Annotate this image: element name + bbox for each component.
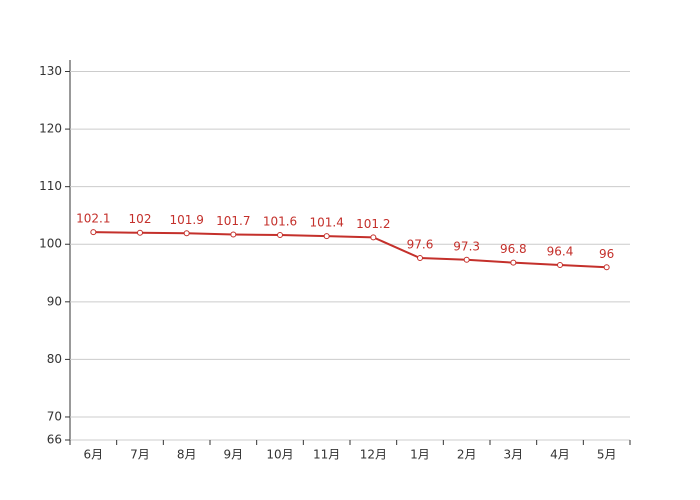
point xyxy=(603,264,610,271)
point xyxy=(370,234,377,241)
point xyxy=(277,232,283,239)
x-tick-label: 3月 xyxy=(504,448,524,462)
x-tick-label: 11月 xyxy=(313,448,340,462)
point xyxy=(417,255,423,262)
line xyxy=(93,231,607,269)
y-tick-label: 70 xyxy=(47,409,62,423)
y-tick-label: 110 xyxy=(39,179,62,193)
point xyxy=(137,229,143,236)
x-tick-label: 2月 xyxy=(457,448,477,462)
data-label: 97.6 xyxy=(407,238,434,252)
point xyxy=(557,261,563,268)
data-label: 101.4 xyxy=(309,216,343,230)
data-label: 101.7 xyxy=(216,214,250,228)
y-tick-label: 100 xyxy=(39,237,62,251)
point xyxy=(323,233,330,240)
point xyxy=(183,230,190,237)
x-tick-label: 5月 xyxy=(597,448,617,462)
y-tick-label: 66 xyxy=(47,433,62,447)
x-tick-label: 6月 xyxy=(84,448,104,462)
y-tick-label: 130 xyxy=(39,64,62,78)
data-label: 101.6 xyxy=(263,215,297,229)
data-label: 101.9 xyxy=(169,213,203,227)
data-label: 96.4 xyxy=(547,244,574,258)
data-label: 96.8 xyxy=(500,242,527,256)
point xyxy=(463,256,470,263)
data-label: 97.3 xyxy=(453,239,480,253)
x-tick-label: 12月 xyxy=(360,448,387,462)
x-tick-label: 8月 xyxy=(177,448,197,462)
point xyxy=(510,259,517,266)
data-label: 101.2 xyxy=(356,217,390,231)
y-tick-label: 80 xyxy=(47,352,62,366)
x-tick-label: 1月 xyxy=(410,448,430,462)
data-label: 102.1 xyxy=(76,212,110,226)
y-tick-label: 90 xyxy=(47,294,62,308)
x-tick-label: 9月 xyxy=(224,448,244,462)
point xyxy=(90,229,97,236)
y-tick-label: 120 xyxy=(39,122,62,136)
data-label: 102 xyxy=(129,212,152,226)
data-label: 96 xyxy=(599,247,614,261)
x-tick-label: 10月 xyxy=(266,448,293,462)
x-tick-label: 4月 xyxy=(550,448,570,462)
point xyxy=(230,231,237,238)
x-tick-label: 7月 xyxy=(130,448,150,462)
